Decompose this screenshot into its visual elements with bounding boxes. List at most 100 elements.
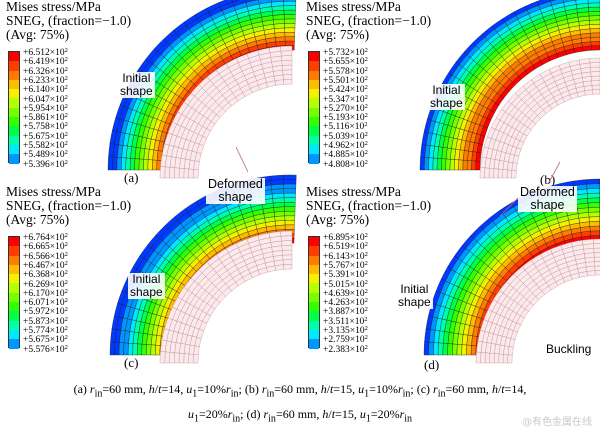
colorbar-swatch (9, 70, 19, 80)
legend-tick-label: +5.347×102 (323, 93, 368, 105)
legend-tick-label: +6.764×102 (23, 232, 68, 243)
colorbar-swatch (9, 302, 19, 312)
legend-tick-label: +5.873×102 (23, 315, 68, 327)
panel-d-subtitle: SNEG, (fraction=−1.0) (306, 198, 432, 213)
initial-mesh-cell (159, 166, 166, 179)
panel-c: Mises stress/MPa SNEG, (fraction=−1.0) (… (0, 174, 300, 370)
colorbar-swatch (9, 283, 19, 293)
panel-a-initial-shape-text: Initial shape (120, 71, 153, 98)
legend-tick-label: +5.424×102 (323, 84, 368, 96)
legend-tick-label: +5.015×102 (323, 278, 368, 290)
colorbar-swatch (9, 264, 19, 275)
caption-u: u (187, 407, 194, 422)
caption-in: in (402, 388, 411, 400)
panel-c-initial-shape-text: Initial shape (130, 272, 163, 299)
caption-c-mid: =60 mm, (445, 382, 492, 396)
initial-mesh-cell (475, 351, 482, 364)
caption-r: r (226, 382, 231, 396)
legend-tick-label: +5.578×102 (323, 65, 368, 77)
deformed-mesh-cell (475, 160, 481, 171)
colorbar-swatch (309, 61, 319, 71)
caption-r: r (261, 382, 267, 396)
caption-b-prefix: ; (b) (238, 382, 262, 396)
colorbar-swatch (9, 107, 19, 118)
colorbar-swatch (309, 246, 319, 256)
panel-a-title: Mises stress/MPa (6, 0, 101, 14)
colorbar-swatch (309, 154, 319, 164)
legend-tick-label: +5.954×102 (23, 102, 68, 114)
colorbar-swatch (309, 320, 319, 330)
legend-tick-label: +6.665×102 (23, 241, 68, 253)
caption-u: u (186, 382, 193, 396)
caption-a-u: =10% (197, 382, 227, 396)
caption-r: r (263, 407, 269, 422)
panel-d-title: Mises stress/MPa (306, 184, 401, 199)
leader-line-a (235, 146, 249, 173)
caption-one: 1 (193, 413, 199, 425)
legend-tick-label: +6.143×102 (323, 250, 368, 262)
caption-t: t (331, 407, 336, 422)
colorbar-swatch (309, 329, 319, 340)
legend-tick-label: +5.758×102 (23, 121, 68, 133)
deformed-shape-label-left: Deformed shape (206, 178, 265, 204)
caption-t: t (330, 382, 334, 396)
colorbar-swatch (309, 89, 319, 99)
caption-b-u: =10% (369, 382, 398, 396)
panel-b-initial-shape-text: Initial shape (430, 83, 463, 110)
panel-b-subtitle: SNEG, (fraction=−1.0) (306, 13, 432, 28)
panel-b-sublabel: (b) (540, 172, 556, 187)
panel-d-sublabel: (d) (424, 357, 440, 372)
legend-tick-label: +5.193×102 (323, 112, 368, 124)
colorbar-swatch (9, 154, 19, 164)
panel-d-header: Mises stress/MPa SNEG, (fraction=−1.0) (… (306, 185, 431, 227)
panel-a-avg: (Avg: 75%) (6, 27, 70, 42)
caption-b-mid: =60 mm, (274, 382, 321, 396)
legend-tick-label: +5.861×102 (23, 112, 68, 124)
caption-u: u (359, 407, 366, 422)
colorbar-swatch (9, 329, 19, 340)
colorbar (308, 236, 320, 349)
legend-tick-label: +5.391×102 (323, 269, 368, 281)
caption-d-prefix: ; (d) (240, 407, 264, 422)
legend-tick-label: +6.368×102 (23, 269, 68, 281)
panel-b-initial-shape-label: Initial shape (428, 84, 465, 110)
caption-in: in (232, 413, 241, 425)
colorbar-swatch (309, 302, 319, 312)
colorbar-swatch (9, 274, 19, 284)
leader-line-b (547, 161, 561, 185)
legend-tick-label: +5.116×102 (323, 121, 368, 133)
legend-tick-label: +5.582×102 (23, 140, 68, 151)
caption-d-mid: =60 mm, (275, 407, 323, 422)
legend-tick-label: +6.071×102 (23, 297, 68, 309)
legend-tick-label: +6.512×102 (23, 47, 68, 58)
caption-d-ht: =15, (335, 407, 360, 422)
legend-tick-label: +6.519×102 (323, 241, 368, 253)
colorbar (8, 236, 20, 349)
caption-d-u: =20% (370, 407, 400, 422)
caption-line-1: (a) rin=60 mm, h/t=14, u1=10%rin; (b) ri… (73, 382, 527, 400)
colorbar-swatch (9, 98, 19, 108)
caption-b-ht: =15, (333, 382, 359, 396)
caption-a-prefix: (a) (73, 382, 90, 396)
panel-b-header: Mises stress/MPa SNEG, (fraction=−1.0) (… (306, 0, 431, 42)
colorbar-swatch (9, 61, 19, 71)
deformed-shape-text-right: Deformed shape (520, 185, 575, 212)
caption-r: r (397, 382, 403, 396)
caption-in: in (404, 413, 413, 425)
caption-in: in (437, 388, 446, 400)
watermark: @有色金属在线 (522, 417, 592, 428)
colorbar-swatch (9, 52, 19, 62)
legend-tick-label: +4.808×102 (323, 158, 368, 170)
legend-tick-label: +5.774×102 (23, 325, 68, 336)
caption-in: in (230, 388, 239, 400)
colorbar-swatch (9, 320, 19, 330)
colorbar-swatch (9, 144, 19, 155)
panel-d-initial-shape-label: Initial shape (396, 283, 433, 309)
colorbar-swatch (9, 135, 19, 145)
legend-tick-label: +5.489×102 (23, 149, 68, 161)
caption-line-2: u1=20%rin; (d) rin=60 mm, h/t=15, u1=20%… (187, 407, 413, 425)
colorbar-swatch (9, 311, 19, 321)
legend-tick-label: +5.675×102 (23, 130, 68, 142)
legend-tick-label: +6.467×102 (23, 259, 68, 271)
